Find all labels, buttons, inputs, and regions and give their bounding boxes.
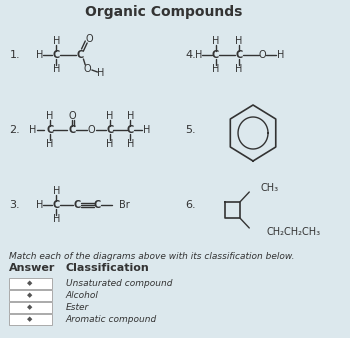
FancyBboxPatch shape (9, 314, 51, 325)
FancyBboxPatch shape (9, 290, 51, 301)
Text: H: H (195, 50, 202, 60)
Text: C: C (73, 200, 80, 210)
Text: 5.: 5. (186, 125, 196, 135)
Text: H: H (46, 139, 53, 149)
Text: H: H (36, 200, 43, 210)
Text: ◆: ◆ (27, 281, 33, 287)
Text: C: C (52, 50, 60, 60)
Text: 1.: 1. (9, 50, 20, 60)
Text: Match each of the diagrams above with its classification below.: Match each of the diagrams above with it… (9, 252, 295, 261)
Text: CH₃: CH₃ (260, 183, 279, 193)
Text: C: C (235, 50, 243, 60)
Text: 6.: 6. (186, 200, 196, 210)
Text: O: O (85, 34, 93, 44)
Text: C: C (106, 125, 113, 135)
Text: O: O (87, 125, 95, 135)
Text: ◆: ◆ (27, 292, 33, 298)
Text: C: C (212, 50, 219, 60)
Text: H: H (52, 214, 60, 224)
Text: H: H (106, 111, 113, 121)
Text: C: C (76, 50, 83, 60)
Text: O: O (83, 64, 91, 74)
Text: H: H (127, 111, 134, 121)
Text: CH₂CH₂CH₃: CH₂CH₂CH₃ (266, 227, 320, 237)
Text: Br: Br (119, 200, 130, 210)
Text: 2.: 2. (9, 125, 20, 135)
Text: Organic Compounds: Organic Compounds (85, 5, 243, 19)
Text: H: H (235, 36, 243, 46)
Text: H: H (212, 36, 219, 46)
Text: Ester: Ester (65, 303, 89, 312)
Text: Aromatic compound: Aromatic compound (65, 315, 157, 324)
Text: H: H (52, 64, 60, 74)
Text: H: H (276, 50, 284, 60)
FancyBboxPatch shape (9, 302, 51, 313)
Text: C: C (127, 125, 134, 135)
Text: 4.: 4. (186, 50, 196, 60)
Text: Alcohol: Alcohol (65, 291, 98, 300)
Text: C: C (46, 125, 53, 135)
Text: H: H (97, 68, 104, 78)
Text: H: H (52, 36, 60, 46)
Text: O: O (259, 50, 266, 60)
FancyBboxPatch shape (9, 278, 51, 289)
Text: C: C (94, 200, 101, 210)
Text: H: H (36, 50, 43, 60)
Text: Answer: Answer (9, 263, 56, 273)
Text: C: C (69, 125, 76, 135)
Text: H: H (29, 125, 36, 135)
Text: Unsaturated compound: Unsaturated compound (65, 279, 172, 288)
Text: H: H (142, 125, 150, 135)
Text: H: H (106, 139, 113, 149)
Text: H: H (46, 111, 53, 121)
Text: ◆: ◆ (27, 305, 33, 311)
Text: H: H (212, 64, 219, 74)
Text: Classification: Classification (65, 263, 149, 273)
Text: O: O (68, 111, 76, 121)
Text: H: H (127, 139, 134, 149)
Text: 3.: 3. (9, 200, 20, 210)
Text: H: H (235, 64, 243, 74)
Text: C: C (52, 200, 60, 210)
Text: H: H (52, 186, 60, 196)
Text: ◆: ◆ (27, 316, 33, 322)
